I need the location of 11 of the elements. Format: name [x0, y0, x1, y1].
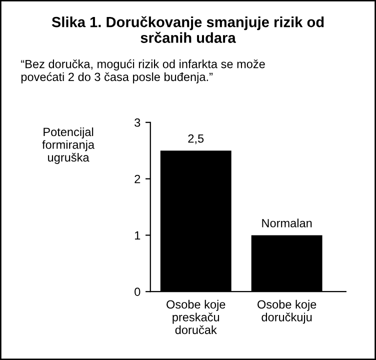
y-axis-title: Potencijal formiranja ugruška [42, 127, 95, 164]
data-label: Normalan [262, 218, 312, 228]
chart-title: Slika 1. Doručkovanje smanjuje rizik od srčanih udara [52, 16, 324, 43]
y-tick-label: 2 [134, 174, 140, 184]
y-tick-label: 1 [135, 231, 140, 240]
y-tick-label: 0 [134, 288, 140, 296]
data-label: 2,5 [188, 134, 204, 144]
x-tick-label: Osobe koje doručkuju [258, 300, 316, 324]
chart-subtitle: “Bez doručka, mogući rizik od infarkta se može povećati 2 do 3 časa posle buđenja.” [21, 59, 265, 84]
x-tick-label: Osobe koje preskaču doručak [166, 300, 226, 334]
y-tick-label: 3 [134, 118, 140, 127]
